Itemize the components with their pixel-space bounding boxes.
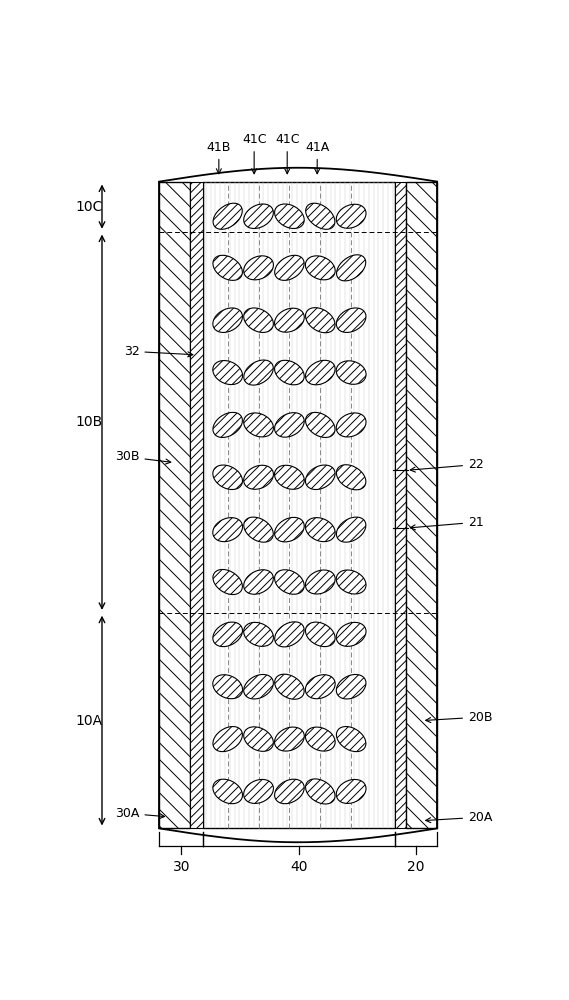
- Ellipse shape: [336, 465, 366, 490]
- Text: 41A: 41A: [305, 141, 329, 174]
- Bar: [204, 182, 395, 828]
- Ellipse shape: [275, 413, 304, 437]
- Text: 30A: 30A: [115, 807, 164, 820]
- Ellipse shape: [336, 674, 366, 699]
- Bar: [159, 182, 190, 828]
- Ellipse shape: [336, 204, 366, 228]
- Ellipse shape: [275, 204, 304, 228]
- Ellipse shape: [306, 518, 335, 542]
- Text: 22: 22: [410, 458, 484, 472]
- Ellipse shape: [306, 622, 335, 647]
- Ellipse shape: [306, 360, 335, 385]
- Ellipse shape: [213, 361, 242, 385]
- Ellipse shape: [275, 360, 304, 385]
- Ellipse shape: [213, 308, 242, 332]
- Ellipse shape: [213, 465, 242, 490]
- Text: 41C: 41C: [275, 133, 299, 174]
- Ellipse shape: [336, 413, 366, 437]
- Ellipse shape: [336, 622, 366, 646]
- Bar: [406, 182, 437, 828]
- Ellipse shape: [244, 204, 273, 228]
- Ellipse shape: [244, 465, 274, 489]
- Text: 10B: 10B: [75, 415, 102, 429]
- Text: 32: 32: [123, 345, 193, 358]
- Ellipse shape: [275, 255, 304, 280]
- Ellipse shape: [336, 361, 366, 384]
- Ellipse shape: [306, 779, 335, 804]
- Ellipse shape: [213, 412, 242, 437]
- Bar: [395, 182, 406, 828]
- Ellipse shape: [244, 622, 274, 646]
- Text: 21: 21: [410, 516, 484, 530]
- Ellipse shape: [244, 674, 273, 699]
- Ellipse shape: [244, 727, 273, 751]
- Ellipse shape: [336, 779, 366, 803]
- Ellipse shape: [244, 570, 273, 594]
- Ellipse shape: [244, 360, 273, 385]
- Ellipse shape: [336, 570, 366, 594]
- Ellipse shape: [336, 255, 366, 281]
- Ellipse shape: [275, 517, 304, 542]
- Ellipse shape: [275, 779, 304, 804]
- Ellipse shape: [274, 465, 304, 489]
- Ellipse shape: [275, 622, 304, 647]
- Ellipse shape: [274, 727, 304, 751]
- Ellipse shape: [306, 570, 335, 594]
- Ellipse shape: [306, 308, 335, 333]
- Ellipse shape: [213, 518, 242, 542]
- Ellipse shape: [306, 727, 335, 751]
- Ellipse shape: [306, 465, 335, 490]
- Text: 30: 30: [172, 860, 190, 874]
- Text: 20: 20: [407, 860, 425, 874]
- Ellipse shape: [306, 256, 335, 280]
- Ellipse shape: [244, 779, 274, 803]
- Ellipse shape: [244, 256, 274, 280]
- Ellipse shape: [336, 517, 366, 542]
- Text: 20A: 20A: [426, 811, 492, 824]
- Ellipse shape: [213, 727, 242, 752]
- Text: 30B: 30B: [115, 450, 171, 464]
- Ellipse shape: [306, 412, 335, 437]
- Ellipse shape: [275, 570, 304, 594]
- Text: 10C: 10C: [75, 200, 102, 214]
- Text: 40: 40: [291, 860, 308, 874]
- Ellipse shape: [213, 675, 242, 699]
- Ellipse shape: [213, 569, 242, 595]
- Ellipse shape: [213, 255, 242, 280]
- Ellipse shape: [306, 675, 335, 699]
- Text: 41B: 41B: [207, 141, 231, 174]
- Ellipse shape: [274, 308, 304, 332]
- Ellipse shape: [213, 203, 242, 229]
- Ellipse shape: [336, 308, 366, 332]
- Ellipse shape: [275, 674, 304, 699]
- Ellipse shape: [244, 413, 274, 437]
- Ellipse shape: [213, 779, 242, 804]
- Ellipse shape: [306, 203, 335, 229]
- Text: 41C: 41C: [242, 133, 266, 174]
- Text: 20B: 20B: [426, 711, 493, 724]
- Ellipse shape: [244, 308, 273, 332]
- Ellipse shape: [336, 727, 366, 752]
- Bar: [190, 182, 204, 828]
- Text: 10A: 10A: [75, 714, 102, 728]
- Ellipse shape: [213, 622, 242, 647]
- Ellipse shape: [244, 517, 273, 542]
